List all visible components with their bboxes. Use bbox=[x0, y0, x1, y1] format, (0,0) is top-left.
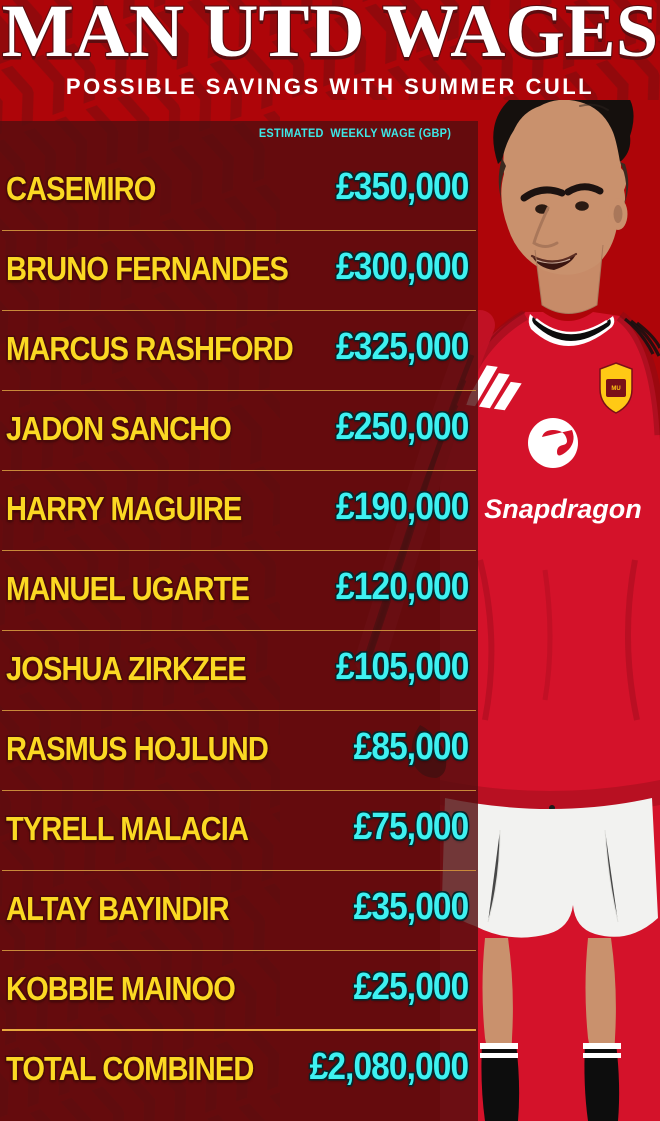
svg-text:Snapdragon: Snapdragon bbox=[484, 494, 642, 524]
svg-text:MU: MU bbox=[611, 386, 620, 392]
